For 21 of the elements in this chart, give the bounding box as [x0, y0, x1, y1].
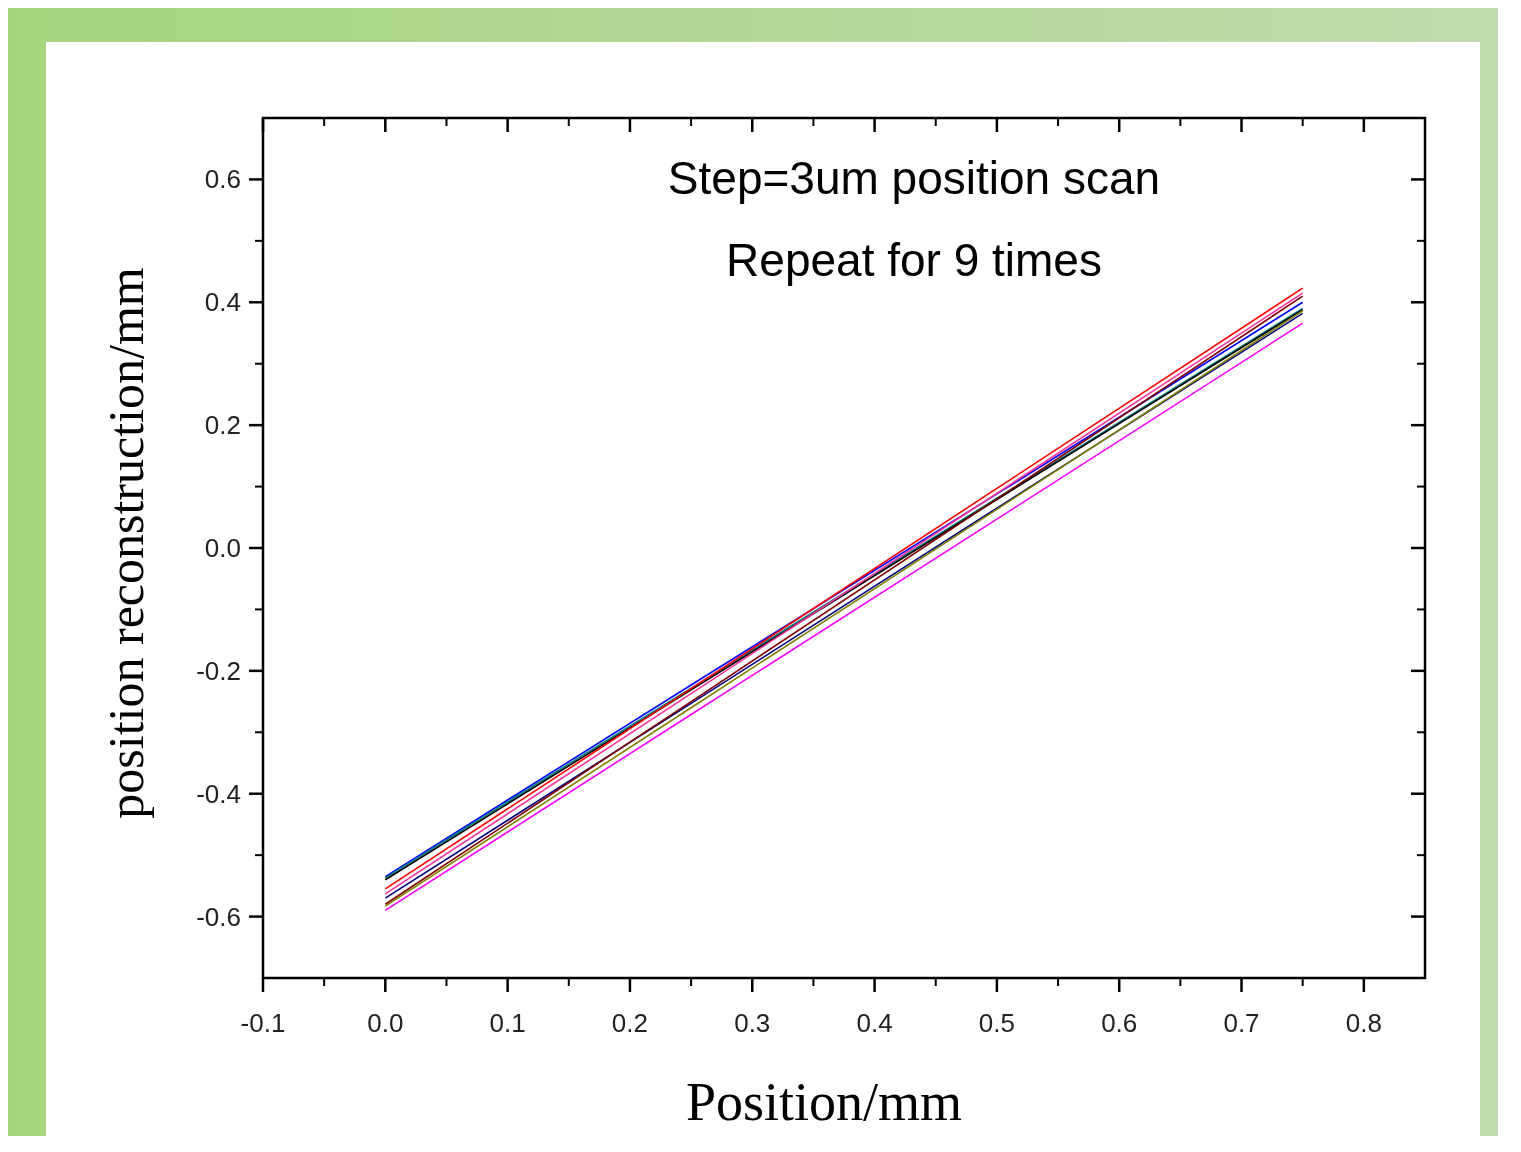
x-axis-title: Position/mm [685, 1072, 963, 1132]
x-tick-label: 0.3 [734, 1008, 771, 1038]
x-tick-label: 0.2 [611, 1008, 649, 1038]
x-tick-label: 0.8 [1345, 1008, 1382, 1038]
y-tick-label: 0.4 [204, 287, 241, 318]
x-tick-label: 0.7 [1223, 1008, 1260, 1038]
y-tick-label: 0.2 [204, 410, 241, 441]
x-tick-label: 0.6 [1101, 1008, 1138, 1038]
x-tick-label: 0.4 [856, 1008, 893, 1038]
y-tick-label: 0.0 [204, 533, 241, 563]
x-tick-label: -0.1 [240, 1008, 286, 1038]
x-tick-label: 0.1 [489, 1008, 526, 1038]
y-axis-title: position reconstruction/mm [98, 267, 154, 819]
x-tick-label: 0.5 [978, 1008, 1015, 1038]
y-tick-label: -0.6 [196, 901, 241, 932]
y-tick-label: -0.4 [196, 778, 241, 809]
annotation: Repeat for 9 times [726, 234, 1102, 286]
y-tick-label: 0.6 [204, 164, 241, 195]
y-tick-label: -0.2 [196, 655, 241, 686]
annotation: Step=3um position scan [667, 152, 1161, 204]
x-tick-label: 0.0 [367, 1008, 404, 1038]
